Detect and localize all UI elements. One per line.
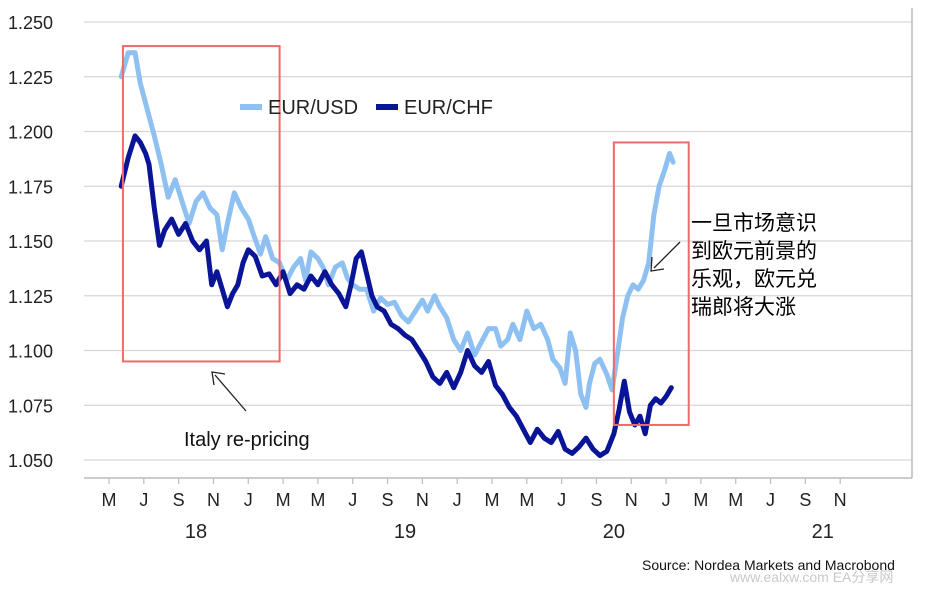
series-line-eur-chf <box>118 133 674 459</box>
y-tick-label: 1.200 <box>8 123 53 143</box>
x-tick-label: J <box>662 490 671 510</box>
x-tick-label: S <box>173 490 185 510</box>
x-tick-label: N <box>834 490 847 510</box>
x-year-label: 20 <box>603 521 625 543</box>
chinese-arrow <box>653 241 681 269</box>
chinese-line-4: 瑞郎将大涨 <box>691 295 796 319</box>
y-tick-label: 1.175 <box>8 177 53 197</box>
italy-arrowhead <box>211 371 226 386</box>
y-tick-label: 1.150 <box>8 232 53 252</box>
x-tick-label: J <box>557 490 566 510</box>
x-tick-label: S <box>590 490 602 510</box>
chinese-line-1: 一旦市场意识 <box>691 211 817 235</box>
x-tick-label: J <box>244 490 253 510</box>
chinese-annotation: 一旦市场意识 到欧元前景的 乐观，欧元兑 瑞郎将大涨 <box>650 211 817 319</box>
x-tick-label: M <box>728 490 743 510</box>
highlight-boxes <box>121 45 690 426</box>
highlight-box-2018 <box>121 45 281 363</box>
x-tick-label: M <box>485 490 500 510</box>
x-year-label: 19 <box>394 521 416 543</box>
chinese-line-3: 乐观，欧元兑 <box>691 267 817 291</box>
x-tick-label: N <box>207 490 220 510</box>
plot-frame <box>84 8 913 479</box>
source-note: Source: Nordea Markets and Macrobond <box>642 557 895 573</box>
x-tick-label: M <box>519 490 534 510</box>
series-line-eur-usd <box>118 50 676 410</box>
legend-label-eur-chf: EUR/CHF <box>404 97 493 119</box>
watermark: www.ealxw.com EA分享网 <box>729 569 893 585</box>
x-tick-label: J <box>453 490 462 510</box>
y-tick-label: 1.225 <box>8 68 53 88</box>
chinese-line-2: 到欧元前景的 <box>691 239 817 263</box>
y-tick-label: 1.075 <box>8 396 53 416</box>
x-tick-label: S <box>799 490 811 510</box>
x-axis-year-labels: 18 19 20 21 <box>185 521 834 543</box>
x-year-label: 18 <box>185 521 207 543</box>
highlight-box-2020 <box>612 141 690 426</box>
x-tick-label: M <box>102 490 117 510</box>
x-tick-label: S <box>382 490 394 510</box>
x-tick-label: N <box>416 490 429 510</box>
y-axis-ticks: 1.250 1.225 1.200 1.175 1.150 1.125 1.100 1.075… <box>8 13 53 471</box>
x-tick-label: J <box>139 490 148 510</box>
x-tick-label: M <box>693 490 708 510</box>
y-tick-label: 1.250 <box>8 13 53 33</box>
series-lines <box>118 50 676 459</box>
y-tick-label: 1.050 <box>8 451 53 471</box>
x-tick-label: M <box>310 490 325 510</box>
x-tick-label: N <box>625 490 638 510</box>
y-tick-label: 1.125 <box>8 287 53 307</box>
legend: EUR/USD EUR/CHF <box>240 97 493 119</box>
x-tick-label: M <box>276 490 291 510</box>
x-tick-label: J <box>766 490 775 510</box>
italy-arrow <box>214 374 247 412</box>
italy-annotation: Italy re-pricing <box>184 371 310 451</box>
x-tick-label: J <box>348 490 357 510</box>
italy-label: Italy re-pricing <box>184 429 310 451</box>
legend-label-eur-usd: EUR/USD <box>268 97 358 119</box>
x-year-label: 21 <box>812 521 834 543</box>
chinese-arrowhead <box>650 256 665 272</box>
y-tick-label: 1.100 <box>8 342 53 362</box>
